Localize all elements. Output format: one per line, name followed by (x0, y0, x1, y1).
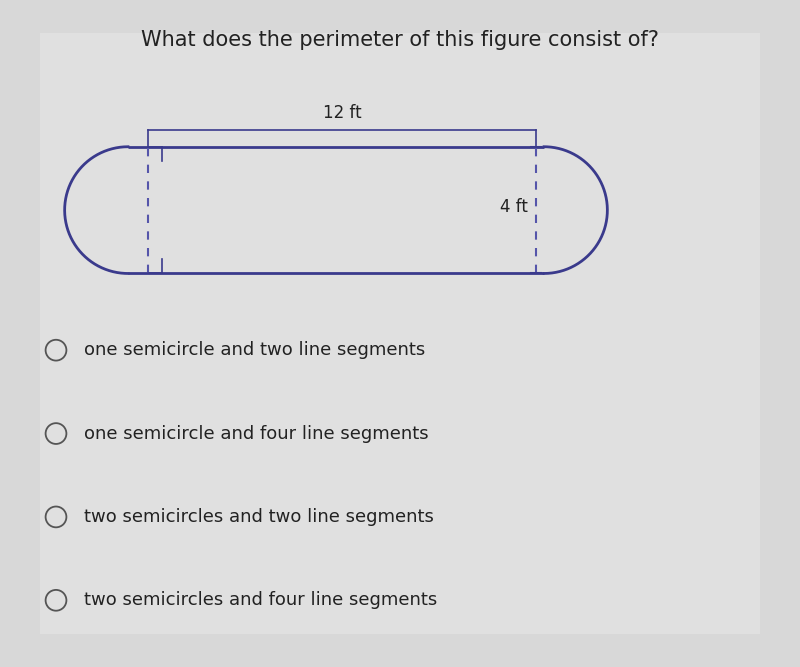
Text: What does the perimeter of this figure consist of?: What does the perimeter of this figure c… (141, 30, 659, 50)
Text: one semicircle and two line segments: one semicircle and two line segments (84, 342, 426, 359)
Text: 4 ft: 4 ft (500, 198, 528, 215)
Text: two semicircles and two line segments: two semicircles and two line segments (84, 508, 434, 526)
Text: one semicircle and four line segments: one semicircle and four line segments (84, 425, 429, 442)
Text: two semicircles and four line segments: two semicircles and four line segments (84, 592, 438, 609)
Text: 12 ft: 12 ft (322, 104, 362, 122)
